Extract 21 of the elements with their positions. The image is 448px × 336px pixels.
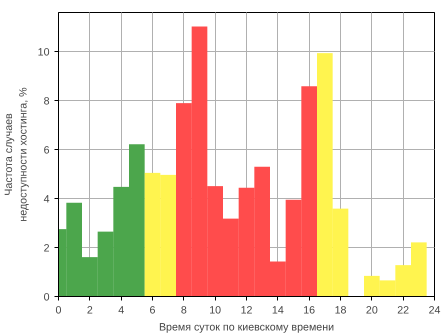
x-axis-title: Время суток по киевскому времени <box>158 322 334 334</box>
x-tick-label: 8 <box>180 304 187 316</box>
y-axis-title: Частота случаев недоступности хостинга, % <box>3 86 30 222</box>
x-tick-label: 2 <box>86 304 93 316</box>
x-tick-label: 10 <box>209 304 222 316</box>
x-tick-label: 14 <box>272 304 284 316</box>
y-tick-label: 4 <box>44 194 50 206</box>
x-tick-label: 18 <box>334 304 346 316</box>
y-tick-label: 8 <box>44 96 50 108</box>
x-tick-label: 20 <box>366 304 378 316</box>
x-tick-label: 4 <box>118 304 124 316</box>
x-tick-label: 16 <box>303 304 316 316</box>
x-tick-label: 6 <box>150 304 156 316</box>
y-tick-label: 0 <box>44 292 50 304</box>
x-tick-label: 0 <box>56 304 62 316</box>
y-tick-label: 10 <box>38 46 50 59</box>
x-tick-label: 24 <box>428 304 440 316</box>
x-tick-label: 12 <box>240 304 252 316</box>
x-tick-label: 22 <box>397 304 410 316</box>
y-tick-label: 6 <box>44 144 50 157</box>
y-tick-label: 2 <box>44 242 50 255</box>
